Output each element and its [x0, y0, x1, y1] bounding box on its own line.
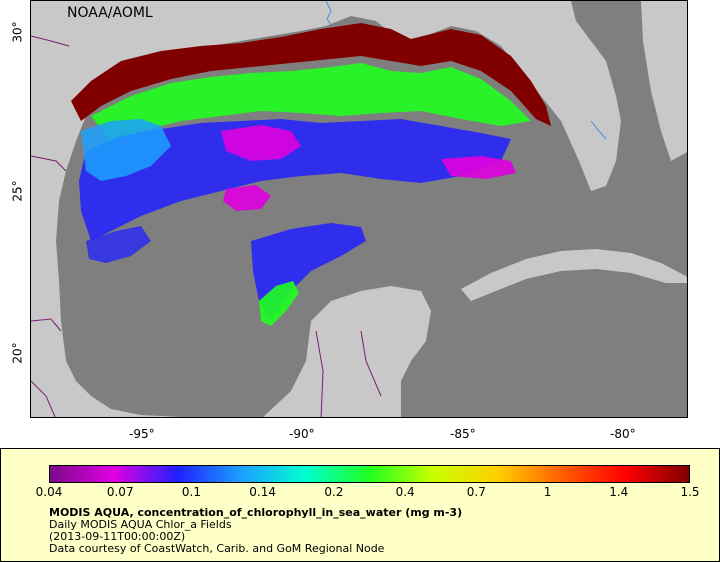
legend-dataset: Daily MODIS AQUA Chlor_a Fields	[49, 518, 232, 531]
chl-campeche-green	[259, 281, 299, 326]
land-florida-east	[641, 1, 687, 161]
chl-magenta-patch-3	[223, 185, 271, 211]
river-florida	[590, 120, 607, 140]
map-area: NOAA/AOML	[30, 0, 688, 418]
map-credit: NOAA/AOML	[67, 5, 153, 21]
chl-coastal-band	[71, 23, 551, 126]
land-cuba	[461, 249, 687, 301]
border-mexico	[31, 35, 382, 417]
legend-title: MODIS AQUA, concentration_of_chlorophyll…	[49, 506, 463, 519]
legend-panel: 0.04 0.07 0.1 0.14 0.2 0.4 0.7 1 1.4 1.5 MODIS AQ…	[0, 448, 720, 562]
colorbar-tick-label: 0.07	[106, 485, 134, 499]
colorbar-tick-label: 0.04	[35, 485, 63, 499]
colorbar-tick-label: 0.7	[466, 485, 486, 499]
colorbar-tick-label: 1.5	[680, 485, 700, 499]
colorbar-tick-label: 1.4	[609, 485, 629, 499]
lat-tick-label: 25°	[10, 180, 25, 202]
legend-credit: Data courtesy of CoastWatch, Carib. and …	[49, 542, 385, 555]
lat-tick-label: 30°	[10, 21, 25, 43]
chl-blue-field	[79, 119, 511, 241]
chl-magenta-patch-2	[441, 156, 516, 179]
lon-tick-label: -95°	[129, 427, 155, 441]
lon-tick-label: -85°	[450, 427, 476, 441]
chl-green-band	[91, 63, 531, 141]
colorbar-tick-label: 0.4	[395, 485, 415, 499]
chl-west-blue	[86, 226, 151, 263]
colorbar	[49, 465, 690, 483]
land-yucatan	[263, 286, 431, 417]
colorbar-tick-label: 1	[543, 485, 552, 499]
land-usa-mexico	[31, 1, 687, 417]
colorbar-tick-label: 0.14	[249, 485, 277, 499]
colorbar-tick-label: 0.2	[324, 485, 344, 499]
chl-cyan-patch	[81, 119, 171, 181]
lon-tick-label: -90°	[289, 427, 315, 441]
colorbar-tick-label: 0.1	[181, 485, 201, 499]
chl-magenta-patch-1	[221, 125, 301, 161]
lat-tick-label: 20°	[10, 342, 25, 364]
legend-date: (2013-09-11T00:00:00Z)	[49, 530, 186, 543]
map-canvas	[31, 1, 687, 417]
river-mississippi	[325, 1, 334, 28]
lon-tick-label: -80°	[610, 427, 636, 441]
